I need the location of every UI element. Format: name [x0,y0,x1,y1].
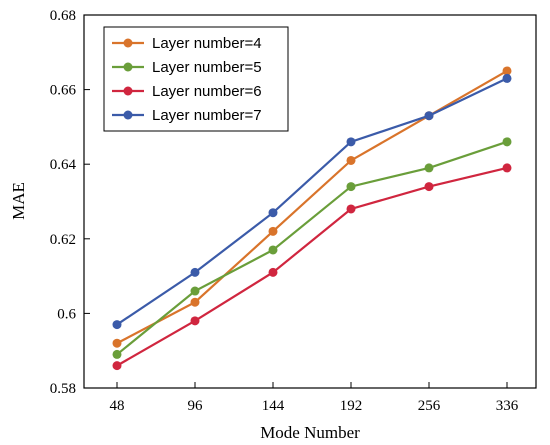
data-point [268,226,278,236]
data-point [190,286,200,296]
legend-item: Layer number=7 [112,107,262,124]
x-tick-label: 48 [110,398,125,414]
data-point [424,182,434,192]
data-point [346,155,356,165]
legend-swatch-marker [123,86,133,96]
data-point [502,66,512,76]
data-point [502,163,512,173]
series-line [116,77,508,326]
plot-frame [83,14,537,389]
series-line [116,140,508,356]
y-tick-label: 0.64 [50,157,77,173]
y-axis-label: MAE [9,182,28,220]
data-point [268,208,278,218]
series-group [112,66,512,371]
series-1 [112,66,512,348]
data-point [112,349,122,359]
legend-label: Layer number=7 [152,107,262,124]
data-point [502,73,512,83]
data-point [190,316,200,326]
legend-item: Layer number=5 [112,59,262,76]
legend-box [103,26,289,132]
series-3 [112,163,512,371]
data-point [112,320,122,330]
legend-swatch-marker [123,62,133,72]
data-point [346,137,356,147]
legend-label: Layer number=5 [152,59,262,76]
x-tick-label: 256 [418,398,441,414]
data-point [268,267,278,277]
data-point [502,137,512,147]
y-tick-label: 0.58 [50,381,76,397]
legend-item: Layer number=6 [112,83,262,100]
x-tick-label: 336 [496,398,519,414]
y-tick-label: 0.6 [57,306,76,322]
series-4 [112,73,512,330]
data-point [346,204,356,214]
legend-label: Layer number=4 [152,35,262,52]
data-point [190,267,200,277]
y-tick-label: 0.66 [50,83,77,99]
series-2 [112,137,512,359]
legend-swatch-marker [123,38,133,48]
series-line [116,166,508,367]
data-point [112,338,122,348]
x-tick-label: 144 [262,398,285,414]
legend: Layer number=4 Layer number=5 Layer number… [103,26,289,132]
y-tick-label: 0.62 [50,232,76,248]
x-axis: 48 96 144 192 256 336 [110,382,519,414]
data-point [424,163,434,173]
legend-item: Layer number=4 [112,35,262,52]
x-axis-label: Mode Number [260,423,360,442]
x-tick-label: 96 [188,398,204,414]
y-axis: 0.58 0.6 0.62 0.64 0.66 0.68 [50,8,90,397]
data-point [424,111,434,121]
legend-label: Layer number=6 [152,83,262,100]
data-point [346,182,356,192]
data-point [112,361,122,371]
x-tick-label: 192 [340,398,363,414]
data-point [268,245,278,255]
y-tick-label: 0.68 [50,8,76,24]
series-line [116,69,508,345]
legend-swatch-marker [123,110,133,120]
data-point [190,297,200,307]
